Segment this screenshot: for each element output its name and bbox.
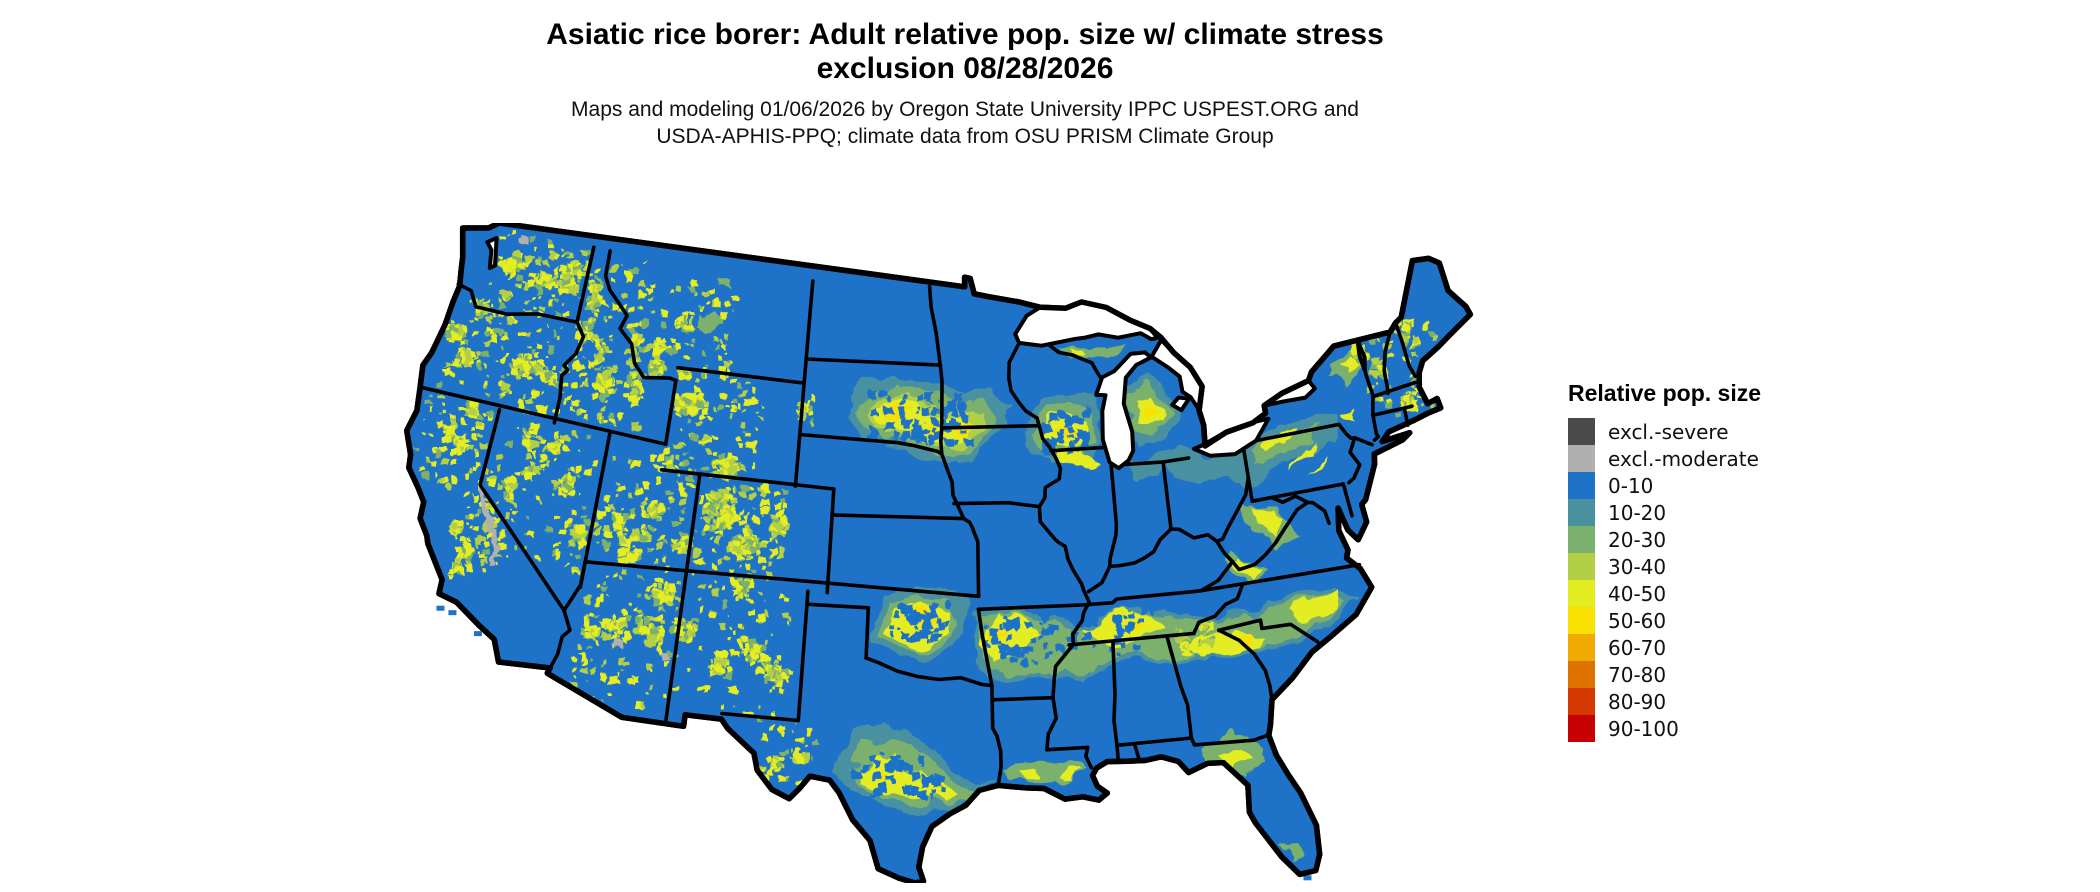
subtitle-line-1: Maps and modeling 01/06/2026 by Oregon S…	[571, 98, 1359, 121]
legend-item-label: 20-30	[1608, 527, 1667, 552]
legend-swatch	[1568, 418, 1595, 445]
page-title: Asiatic rice borer: Adult relative pop. …	[0, 18, 1930, 86]
legend-item: 10-20	[1568, 499, 1868, 526]
legend-swatch	[1568, 472, 1595, 499]
legend-swatch	[1568, 553, 1595, 580]
legend-item-label: 50-60	[1608, 608, 1667, 633]
legend-item: 50-60	[1568, 607, 1868, 634]
legend-item: 30-40	[1568, 553, 1868, 580]
legend-swatch	[1568, 580, 1595, 607]
legend-item-label: 60-70	[1608, 635, 1667, 660]
legend-swatch	[1568, 526, 1595, 553]
title-line-2: exclusion 08/28/2026	[816, 52, 1114, 85]
legend-items: excl.-severe excl.-moderate 0-10 10-20 20-30…	[1568, 418, 1868, 742]
subtitle-line-2: USDA-APHIS-PPQ; climate data from OSU PR…	[656, 125, 1274, 148]
national-border	[403, 223, 1474, 883]
legend-title: Relative pop. size	[1568, 380, 1762, 406]
legend-item: 0-10	[1568, 472, 1868, 499]
great-lakes	[485, 236, 1367, 471]
legend-item-label: 40-50	[1608, 581, 1667, 606]
legend-swatch	[1568, 445, 1595, 472]
legend-item: excl.-severe	[1568, 418, 1868, 445]
legend-swatch	[1568, 715, 1595, 742]
legend-item-label: 90-100	[1608, 716, 1679, 741]
legend-item-label: excl.-moderate	[1608, 446, 1759, 471]
legend-swatch	[1568, 499, 1595, 526]
legend-item-label: 30-40	[1608, 554, 1667, 579]
title-line-1: Asiatic rice borer: Adult relative pop. …	[546, 18, 1384, 51]
state-borders	[418, 245, 1418, 788]
us-map-svg	[403, 223, 1474, 883]
legend-swatch	[1568, 634, 1595, 661]
legend-item: 20-30	[1568, 526, 1868, 553]
legend-item: 40-50	[1568, 580, 1868, 607]
page-subtitle: Maps and modeling 01/06/2026 by Oregon S…	[0, 96, 1930, 150]
legend-swatch	[1568, 688, 1595, 715]
legend-swatch	[1568, 607, 1595, 634]
us-map	[312, 223, 1565, 883]
legend-item-label: 10-20	[1608, 500, 1667, 525]
legend-item: excl.-moderate	[1568, 445, 1868, 472]
legend-item-label: 0-10	[1608, 473, 1654, 498]
legend-item-label: 70-80	[1608, 662, 1667, 687]
legend-item: 60-70	[1568, 634, 1868, 661]
legend-item: 70-80	[1568, 661, 1868, 688]
legend-swatch	[1568, 661, 1595, 688]
legend-item-label: excl.-severe	[1608, 419, 1729, 444]
legend-item-label: 80-90	[1608, 689, 1667, 714]
legend-item: 80-90	[1568, 688, 1868, 715]
legend-item: 90-100	[1568, 715, 1868, 742]
legend: Relative pop. size excl.-severe excl.-mod…	[1568, 380, 1868, 742]
